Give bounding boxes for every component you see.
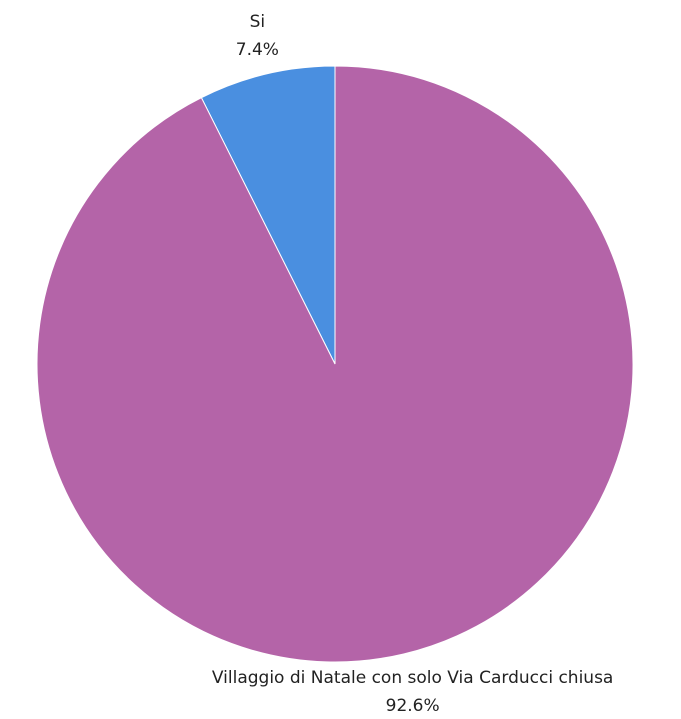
slice-value-label: 7.4% <box>236 40 279 60</box>
slice-label: Si <box>250 12 266 32</box>
slice-label: Villaggio di Natale con solo Via Carducc… <box>212 668 613 688</box>
pie-slice <box>200 65 336 365</box>
pie-slice <box>36 65 634 663</box>
slice-value-label: 92.6% <box>386 696 440 716</box>
